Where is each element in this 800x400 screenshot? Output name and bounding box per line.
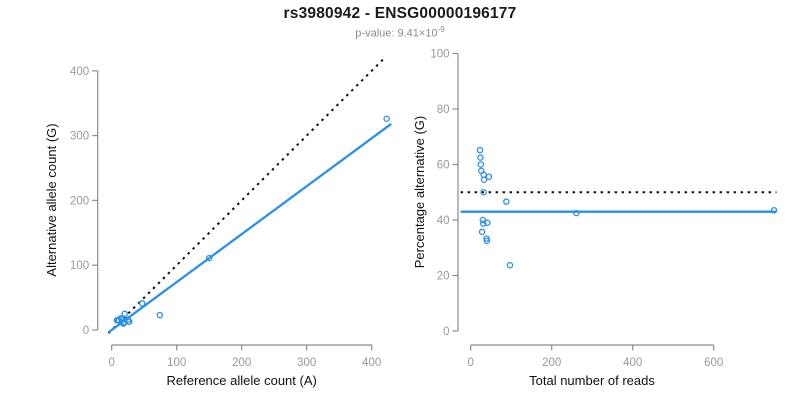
data-point [121,310,128,318]
data-point [483,237,491,245]
data-point [205,254,213,262]
data-point [156,311,164,319]
pvalue-mantissa: 9.41×10 [397,27,438,40]
y-tick-label: 400 [70,66,89,78]
x-tick-label: 200 [232,357,251,369]
data-point [484,219,491,227]
left-x-axis-title: Reference allele count (A) [167,373,317,388]
data-point [480,188,487,196]
x-tick-label: 200 [542,357,561,369]
figure-title: rs3980942 - ENSG00000196177 [283,5,517,22]
x-tick-label: 0 [467,357,473,369]
y-tick-label: 100 [70,260,89,272]
pvalue-exponent: -9 [437,25,445,34]
y-tick-label: 80 [437,104,450,116]
data-point [770,207,778,214]
left-y-axis-title: Alternative allele count (G) [44,123,59,276]
y-tick-label: 300 [70,131,89,143]
data-point [477,161,485,168]
left-plot: 0 100 200 300 400 0 100 200 300 400 Reference alle… [44,56,392,388]
y-tick-label: 0 [443,326,449,338]
y-tick-label: 40 [437,215,450,227]
x-tick-label: 600 [704,357,723,369]
data-point [506,261,514,269]
data-point [479,216,487,224]
right-x-axis-title: Total number of reads [529,373,655,388]
y-tick-label: 60 [437,160,450,172]
x-tick-label: 300 [297,357,316,369]
data-point [485,173,493,180]
pvalue-prefix: p-value: [355,27,398,40]
data-point [476,146,484,154]
x-tick-label: 400 [362,357,381,369]
fit-line [107,123,392,334]
y-tick-label: 200 [70,195,89,207]
y-tick-label: 100 [430,49,449,61]
right-plot: 0 200 400 600 0 20 40 60 80 100 Total number of re… [412,49,778,388]
data-point [138,300,146,307]
data-point [477,154,484,161]
y-tick-label: 0 [83,325,89,337]
data-point [383,115,390,123]
data-point [573,209,580,217]
y-tick-label: 20 [437,271,450,283]
identity-line [107,56,387,334]
right-y-axis-title: Percentage alternative (G) [412,116,427,268]
pvalue-subtitle: p-value: 9.41×10-9 [0,25,800,40]
x-tick-label: 100 [167,357,186,369]
x-tick-label: 0 [108,357,114,369]
data-point [478,228,486,236]
data-point [480,220,487,227]
data-point [503,198,510,205]
data-point [126,318,133,325]
data-point [480,176,488,184]
x-tick-label: 400 [623,357,642,369]
